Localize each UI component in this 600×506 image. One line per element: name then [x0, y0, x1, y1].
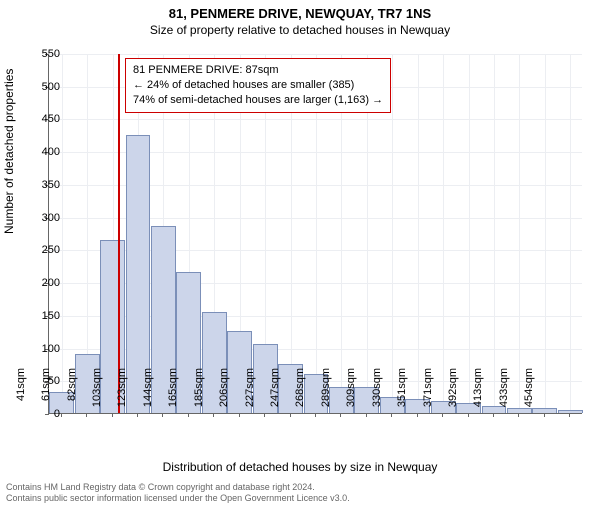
footer-attribution: Contains HM Land Registry data © Crown c… [6, 482, 594, 505]
ytick-label: 500 [30, 81, 60, 93]
xtick-mark [493, 413, 494, 417]
xtick-mark [162, 413, 163, 417]
xtick-mark [213, 413, 214, 417]
xtick-mark [61, 413, 62, 417]
ytick-label: 250 [30, 244, 60, 256]
chart-area: 81 PENMERE DRIVE: 87sqm ← 24% of detache… [48, 54, 582, 414]
xtick-mark [518, 413, 519, 417]
xtick-label: 144sqm [142, 368, 154, 418]
annotation-line: ← 24% of detached houses are smaller (38… [133, 78, 383, 93]
ytick-label: 200 [30, 277, 60, 289]
xtick-label: 165sqm [167, 368, 179, 418]
xtick-mark [417, 413, 418, 417]
gridline-v [570, 54, 571, 413]
xtick-mark [366, 413, 367, 417]
xtick-label: 268sqm [294, 368, 306, 418]
xtick-label: 289sqm [320, 368, 332, 418]
ytick-label: 350 [30, 179, 60, 191]
xtick-label: 82sqm [66, 368, 78, 418]
xtick-label: 309sqm [345, 368, 357, 418]
footer-line: Contains HM Land Registry data © Crown c… [6, 482, 594, 493]
xtick-label: 123sqm [116, 368, 128, 418]
ytick-label: 150 [30, 310, 60, 322]
ytick-label: 450 [30, 113, 60, 125]
xtick-mark [569, 413, 570, 417]
xtick-mark [468, 413, 469, 417]
xtick-label: 454sqm [523, 368, 535, 418]
xtick-label: 227sqm [244, 368, 256, 418]
gridline-v [418, 54, 419, 413]
xtick-label: 413sqm [472, 368, 484, 418]
xtick-label: 103sqm [91, 368, 103, 418]
page-subtitle: Size of property relative to detached ho… [0, 23, 600, 37]
footer-line: Contains public sector information licen… [6, 493, 594, 504]
xtick-mark [188, 413, 189, 417]
xtick-label: 247sqm [269, 368, 281, 418]
ytick-label: 400 [30, 146, 60, 158]
xtick-label: 206sqm [218, 368, 230, 418]
y-axis-label: Number of detached properties [2, 69, 16, 234]
gridline-v [392, 54, 393, 413]
gridline-v [519, 54, 520, 413]
xtick-mark [112, 413, 113, 417]
plot-region: 81 PENMERE DRIVE: 87sqm ← 24% of detache… [48, 54, 582, 414]
ytick-label: 50 [30, 375, 60, 387]
ytick-label: 100 [30, 343, 60, 355]
xtick-mark [340, 413, 341, 417]
xtick-label: 330sqm [371, 368, 383, 418]
marker-line [118, 54, 120, 413]
page-title: 81, PENMERE DRIVE, NEWQUAY, TR7 1NS [0, 6, 600, 21]
xtick-mark [137, 413, 138, 417]
xtick-mark [239, 413, 240, 417]
xtick-mark [315, 413, 316, 417]
gridline-v [545, 54, 546, 413]
xtick-mark [391, 413, 392, 417]
ytick-label: 0 [30, 408, 60, 420]
xtick-label: 351sqm [396, 368, 408, 418]
annotation-line: 74% of semi-detached houses are larger (… [133, 93, 383, 108]
annotation-box: 81 PENMERE DRIVE: 87sqm ← 24% of detache… [125, 58, 391, 113]
xtick-label: 185sqm [193, 368, 205, 418]
gridline-v [469, 54, 470, 413]
xtick-label: 392sqm [447, 368, 459, 418]
xtick-label: 433sqm [498, 368, 510, 418]
xtick-label: 371sqm [422, 368, 434, 418]
ytick-label: 300 [30, 212, 60, 224]
xtick-mark [544, 413, 545, 417]
annotation-line: 81 PENMERE DRIVE: 87sqm [133, 63, 383, 78]
gridline-v [443, 54, 444, 413]
xtick-mark [264, 413, 265, 417]
ytick-label: 550 [30, 48, 60, 60]
x-axis-label: Distribution of detached houses by size … [0, 460, 600, 474]
histogram-bar [532, 408, 557, 413]
xtick-mark [442, 413, 443, 417]
gridline-v [62, 54, 63, 413]
xtick-label: 41sqm [15, 368, 27, 418]
gridline-v [494, 54, 495, 413]
xtick-mark [86, 413, 87, 417]
xtick-mark [290, 413, 291, 417]
